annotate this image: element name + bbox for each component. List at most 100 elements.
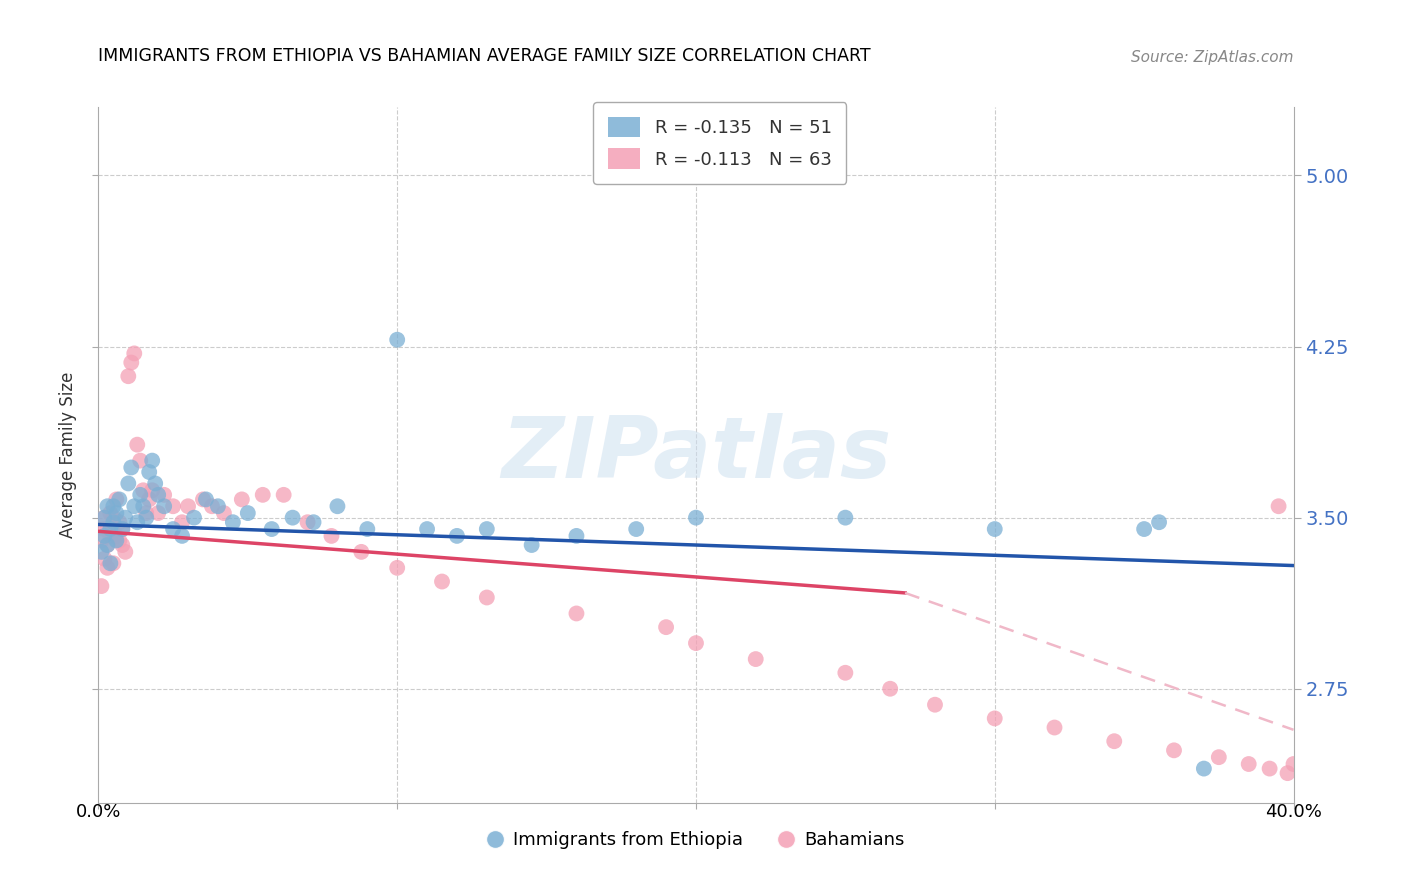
Point bbox=[103, 515, 125, 529]
Point bbox=[93, 551, 115, 566]
Point bbox=[565, 529, 588, 543]
Point bbox=[281, 510, 304, 524]
Text: ZIPatlas: ZIPatlas bbox=[501, 413, 891, 497]
Point bbox=[111, 522, 134, 536]
Point bbox=[111, 538, 134, 552]
Point bbox=[1104, 734, 1126, 748]
Point bbox=[1237, 757, 1260, 772]
Point bbox=[172, 515, 194, 529]
Point bbox=[745, 652, 768, 666]
Point bbox=[1277, 766, 1299, 780]
Point bbox=[138, 492, 160, 507]
Point bbox=[90, 579, 112, 593]
Text: IMMIGRANTS FROM ETHIOPIA VS BAHAMIAN AVERAGE FAMILY SIZE CORRELATION CHART: IMMIGRANTS FROM ETHIOPIA VS BAHAMIAN AVE… bbox=[98, 47, 872, 65]
Point bbox=[141, 483, 163, 498]
Point bbox=[117, 369, 139, 384]
Point bbox=[90, 533, 112, 548]
Point bbox=[124, 500, 146, 514]
Point bbox=[148, 506, 170, 520]
Point bbox=[655, 620, 678, 634]
Point bbox=[297, 515, 319, 529]
Point bbox=[1147, 515, 1170, 529]
Point bbox=[1043, 721, 1066, 735]
Point bbox=[475, 591, 498, 605]
Point bbox=[172, 529, 194, 543]
Point bbox=[143, 476, 166, 491]
Point bbox=[350, 545, 373, 559]
Point bbox=[475, 522, 498, 536]
Point bbox=[1133, 522, 1156, 536]
Point bbox=[385, 333, 409, 347]
Point bbox=[834, 510, 856, 524]
Point bbox=[127, 437, 149, 451]
Point bbox=[153, 488, 176, 502]
Point bbox=[129, 488, 152, 502]
Point bbox=[96, 561, 118, 575]
Point bbox=[105, 506, 128, 520]
Point bbox=[124, 346, 146, 360]
Point bbox=[430, 574, 453, 589]
Point bbox=[1192, 762, 1215, 776]
Point bbox=[260, 522, 283, 536]
Point bbox=[96, 538, 118, 552]
Point bbox=[98, 522, 122, 536]
Point bbox=[302, 515, 325, 529]
Point bbox=[103, 510, 125, 524]
Point bbox=[108, 533, 131, 548]
Point bbox=[984, 522, 1007, 536]
Point bbox=[1163, 743, 1185, 757]
Point bbox=[162, 522, 184, 536]
Point bbox=[93, 510, 115, 524]
Point bbox=[96, 538, 118, 552]
Point bbox=[105, 529, 128, 543]
Point bbox=[984, 711, 1007, 725]
Point bbox=[191, 492, 214, 507]
Point bbox=[103, 556, 125, 570]
Point bbox=[132, 483, 155, 498]
Point bbox=[108, 492, 131, 507]
Point bbox=[207, 500, 229, 514]
Point bbox=[1267, 500, 1289, 514]
Point bbox=[326, 500, 349, 514]
Point bbox=[98, 529, 122, 543]
Point bbox=[96, 522, 118, 536]
Point bbox=[685, 636, 707, 650]
Point bbox=[195, 492, 218, 507]
Y-axis label: Average Family Size: Average Family Size bbox=[59, 372, 77, 538]
Point bbox=[231, 492, 253, 507]
Point bbox=[177, 500, 200, 514]
Legend: Immigrants from Ethiopia, Bahamians: Immigrants from Ethiopia, Bahamians bbox=[481, 824, 911, 856]
Point bbox=[93, 510, 115, 524]
Point bbox=[212, 506, 235, 520]
Point bbox=[114, 545, 136, 559]
Point bbox=[98, 556, 122, 570]
Point bbox=[1208, 750, 1230, 764]
Point bbox=[108, 515, 131, 529]
Point bbox=[96, 500, 118, 514]
Point bbox=[120, 355, 142, 369]
Point bbox=[148, 488, 170, 502]
Point bbox=[105, 492, 128, 507]
Point bbox=[321, 529, 343, 543]
Point bbox=[834, 665, 856, 680]
Point bbox=[138, 465, 160, 479]
Point bbox=[153, 500, 176, 514]
Point bbox=[162, 500, 184, 514]
Text: 40.0%: 40.0% bbox=[1265, 803, 1322, 821]
Point bbox=[222, 515, 245, 529]
Point bbox=[273, 488, 295, 502]
Point bbox=[385, 561, 409, 575]
Point bbox=[90, 545, 112, 559]
Point bbox=[565, 607, 588, 621]
Point bbox=[103, 500, 125, 514]
Point bbox=[183, 510, 205, 524]
Point bbox=[127, 515, 149, 529]
Point bbox=[132, 500, 155, 514]
Point bbox=[252, 488, 274, 502]
Point bbox=[446, 529, 468, 543]
Point bbox=[93, 522, 115, 536]
Point bbox=[879, 681, 901, 696]
Point bbox=[135, 510, 157, 524]
Point bbox=[117, 476, 139, 491]
Point bbox=[626, 522, 648, 536]
